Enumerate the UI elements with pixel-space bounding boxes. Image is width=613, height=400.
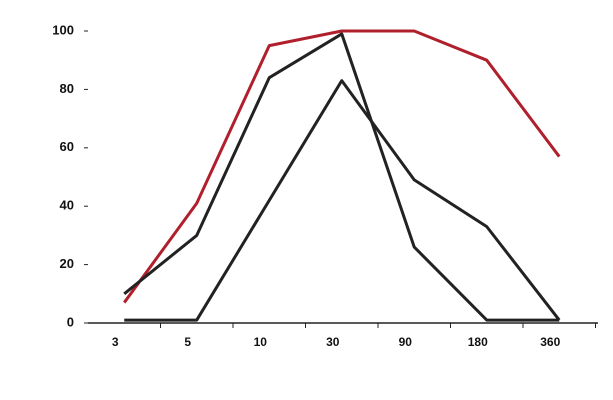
y-tick-label: 20 [60, 256, 74, 271]
y-tick-label: 80 [60, 81, 74, 96]
y-tick-label: 60 [60, 139, 74, 154]
x-tick-label: 360 [540, 335, 560, 349]
series-line [124, 79, 561, 322]
x-tick-label: 90 [399, 335, 413, 349]
x-tick-label: 180 [468, 335, 488, 349]
x-tick-label: 5 [184, 335, 191, 349]
series-line [123, 29, 561, 304]
series-line [123, 32, 560, 322]
x-tick-label: 10 [254, 335, 268, 349]
y-tick-label: 100 [52, 22, 74, 37]
y-tick-label: 40 [60, 198, 74, 213]
x-tick-label: 3 [112, 335, 119, 349]
x-tick-label: 30 [326, 335, 340, 349]
y-tick-label: 0 [67, 314, 74, 329]
